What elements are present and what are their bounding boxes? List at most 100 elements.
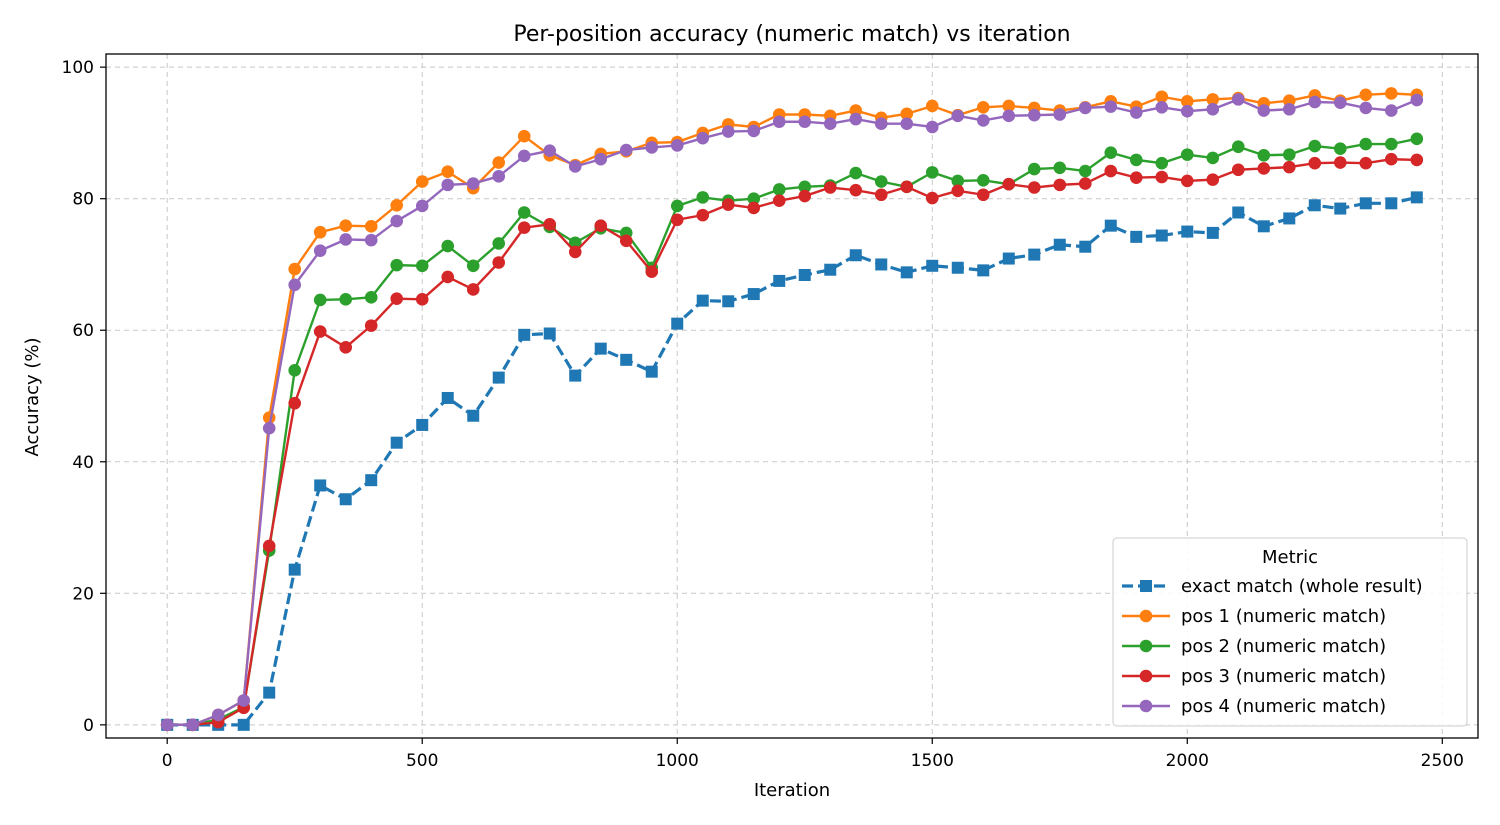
data-point [1308,199,1321,212]
legend-title: Metric [1262,547,1318,568]
data-point [594,219,608,232]
data-point [339,293,353,306]
data-point [696,208,710,222]
data-point [874,188,888,202]
data-point [1232,206,1245,219]
data-point [1206,173,1220,186]
legend-entry: pos 2 (numeric match) [1122,636,1386,657]
data-point [849,183,863,197]
legend-label: pos 4 (numeric match) [1181,696,1386,717]
data-point [1002,99,1016,113]
data-point [1257,220,1270,233]
data-point [773,274,786,287]
data-point [1053,178,1067,192]
data-point [1053,161,1067,175]
data-point [670,139,684,152]
data-point [696,131,710,145]
legend-entry: pos 4 (numeric match) [1122,696,1386,717]
data-point [1257,162,1271,175]
data-point [1104,164,1118,178]
data-point [1002,109,1016,123]
data-point [1155,100,1169,114]
legend-entry: pos 1 (numeric match) [1122,606,1386,627]
data-point [160,718,174,732]
data-point [900,266,913,279]
data-point [1384,137,1398,151]
data-point [466,259,480,273]
data-point [262,539,276,553]
data-point [1359,197,1372,210]
data-point [1359,156,1373,170]
y-tick-label: 40 [72,453,94,473]
legend-entry: exact match (whole result) [1122,576,1423,597]
data-point [390,214,404,228]
data-point [288,563,301,576]
data-point [1078,101,1092,115]
data-point [339,341,353,354]
data-point [1231,93,1245,106]
data-point [721,125,735,138]
data-point [696,191,710,204]
data-point [1385,197,1398,210]
data-point [1410,132,1424,146]
data-point [517,221,531,234]
data-point [1283,212,1296,225]
x-tick-label: 2000 [1166,751,1209,771]
data-point [1180,104,1194,118]
data-point [645,141,659,154]
data-point [1155,156,1169,170]
data-point [951,109,965,123]
data-point [1078,164,1092,178]
data-point [415,259,429,273]
data-point [1053,238,1066,251]
data-point [849,112,863,126]
legend-label: pos 2 (numeric match) [1181,636,1386,657]
data-point [798,180,812,194]
data-point [1206,226,1219,239]
data-point [670,213,684,227]
data-point [1359,88,1373,102]
data-point [568,160,582,173]
data-point [262,421,276,435]
data-point [492,371,505,384]
data-point [466,177,480,190]
data-point [1334,202,1347,215]
data-point [466,283,480,296]
data-point [798,189,812,203]
x-tick-label: 0 [162,751,173,771]
data-point [874,117,888,131]
data-point [288,364,302,377]
legend-label: pos 1 (numeric match) [1181,606,1386,627]
data-point [1002,252,1015,265]
data-point [364,233,378,247]
legend-marker [1139,609,1153,623]
data-point [1282,148,1296,161]
data-point [313,244,327,257]
data-point [798,115,812,129]
data-point [313,325,327,338]
grid [106,54,1478,738]
data-point [390,198,404,212]
data-point [543,218,557,231]
legend-entry: pos 3 (numeric match) [1122,666,1386,687]
data-point [645,265,659,278]
data-point [1333,96,1347,109]
data-point [1231,163,1245,177]
data-point [824,263,837,276]
data-point [313,293,327,307]
data-point [1231,140,1245,154]
y-tick-label: 60 [72,321,94,341]
data-point [1002,177,1016,191]
data-point [900,107,914,121]
data-point [441,391,454,404]
x-tick-label: 1500 [911,751,954,771]
x-tick-label: 500 [406,751,438,771]
x-axis-label: Iteration [754,780,830,801]
data-point [1384,152,1398,166]
data-point [1155,90,1169,104]
data-point [518,328,531,341]
data-point [517,206,531,219]
data-point [492,237,506,250]
data-point [1206,102,1220,116]
data-point [237,694,251,707]
